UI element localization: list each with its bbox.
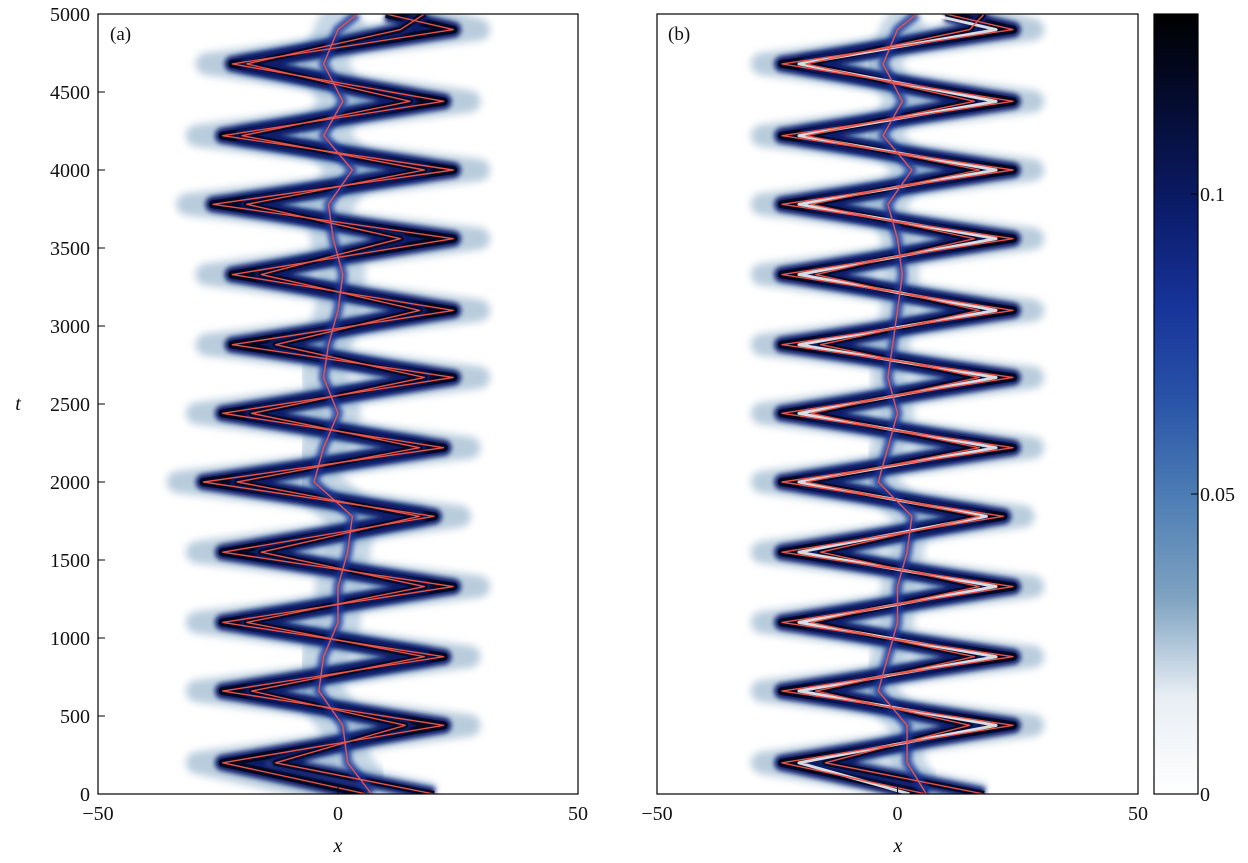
panel-b-label: (b)	[668, 24, 690, 45]
y-tick-label: 5000	[50, 4, 90, 26]
colorbar-tick-label: 0.05	[1200, 484, 1235, 506]
panel-a-x-axis-label: x	[333, 835, 343, 857]
panel-b-x-axis-label: x	[893, 835, 903, 857]
trajectory-inner	[236, 14, 435, 794]
y-tick-label: 4500	[50, 82, 90, 104]
colorbar-frame	[1153, 13, 1199, 795]
panel-a-label: (a)	[110, 24, 131, 45]
colorbar-gradient	[1154, 14, 1198, 794]
y-tick-label: 4000	[50, 160, 90, 182]
trajectory-center	[877, 14, 927, 794]
panel-a: (a) 050010001500200025003000350040004500…	[15, 4, 588, 857]
y-tick-label: 2000	[50, 472, 90, 494]
trajectory-inner	[805, 14, 985, 794]
colorbar-ticks: 0 0.05 0.1	[1191, 184, 1235, 806]
panel-a-y-ticks: 0 500 1000 1500 2000 2500 3000 3500 4000 4500 5000	[50, 4, 105, 806]
y-tick-label: 1500	[50, 550, 90, 572]
y-tick-label: 1000	[50, 628, 90, 650]
x-tick-label: 50	[568, 803, 588, 825]
colorbar-tick-label: 0	[1200, 784, 1210, 806]
x-tick-label: 0	[333, 803, 343, 825]
y-tick-label: 2500	[50, 394, 90, 416]
y-tick-label: 500	[60, 706, 90, 728]
y-tick-label: 3000	[50, 316, 90, 338]
x-tick-label: −50	[641, 803, 672, 825]
y-tick-label: 3500	[50, 238, 90, 260]
x-tick-label: 0	[893, 803, 903, 825]
colorbar-tick-label: 0.1	[1200, 184, 1225, 206]
panel-a-heatmap	[166, 14, 491, 794]
panel-b-x-ticks: −50 0 50	[641, 787, 1148, 825]
panel-b: (b) −50 0 50 x	[641, 13, 1148, 857]
colorbar: 0 0.05 0.1	[1153, 13, 1235, 806]
y-tick-label: 0	[80, 784, 90, 806]
x-tick-label: −50	[82, 803, 113, 825]
panel-a-x-ticks: −50 0 50	[82, 787, 588, 825]
trajectory-center	[313, 14, 373, 794]
panel-a-y-axis-label: t	[15, 393, 21, 415]
x-tick-label: 50	[1128, 803, 1148, 825]
panel-b-heatmap	[750, 14, 1045, 794]
